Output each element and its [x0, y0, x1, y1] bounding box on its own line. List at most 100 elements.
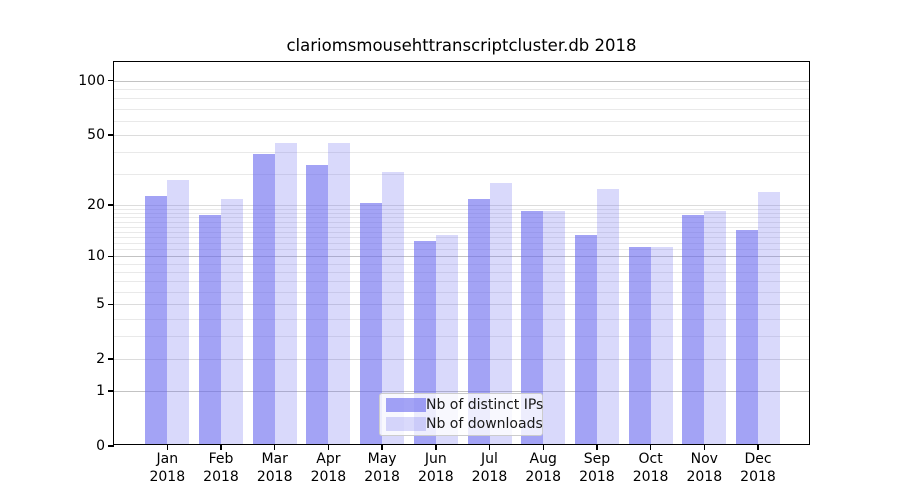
gridline-minor-60 [114, 120, 809, 122]
gridline-minor-4 [114, 318, 809, 320]
gridline-50 [114, 134, 809, 136]
bar-ips-jan [145, 195, 168, 444]
bar-downloads-mar [274, 142, 297, 444]
y-tick-mark-100 [108, 80, 114, 82]
bar-downloads-jan [167, 180, 190, 444]
gridline-minor-3 [114, 336, 809, 338]
x-tick-label-jul: Jul 2018 [445, 451, 535, 486]
gridline-minor-17 [114, 217, 809, 219]
gridline-minor-12 [114, 243, 809, 244]
gridline-minor-6 [114, 291, 809, 293]
x-tick-label-aug: Aug 2018 [498, 451, 588, 486]
x-tick-mark-jun [435, 444, 437, 450]
x-tick-mark-sep [596, 444, 598, 450]
legend-swatch-distinct-ips [386, 398, 426, 412]
y-tick-label-5: 5 [96, 296, 105, 313]
x-tick-year: 2018 [203, 468, 239, 485]
legend-label-distinct-ips: Nb of distinct IPs [426, 397, 544, 413]
x-tick-month: Mar [261, 451, 288, 467]
x-tick-year: 2018 [740, 468, 776, 485]
legend-label-downloads: Nb of downloads [426, 416, 543, 432]
y-tick-mark-50 [108, 134, 114, 136]
y-tick-mark-1 [108, 390, 114, 392]
gridline-minor-14 [114, 231, 809, 233]
x-tick-label-nov: Nov 2018 [659, 451, 749, 486]
gridline-100 [114, 80, 809, 82]
gridline-minor-7 [114, 281, 809, 283]
legend-box: Nb of distinct IPs Nb of downloads [379, 393, 543, 436]
x-tick-mark-apr [327, 444, 330, 450]
x-tick-mark-jul [488, 444, 491, 450]
bar-ips-jul [467, 199, 490, 444]
y-tick-label-2: 2 [96, 351, 105, 368]
y-tick-mark-0 [108, 445, 114, 447]
x-tick-label-jun: Jun 2018 [391, 451, 481, 486]
bar-downloads-jul [489, 183, 512, 444]
y-tick-mark-20 [108, 204, 114, 206]
gridline-minor-11 [114, 249, 809, 251]
x-tick-month: Jan [156, 451, 179, 467]
x-tick-year: 2018 [256, 468, 293, 485]
y-tick-mark-10 [108, 255, 114, 257]
legend-entry-distinct-ips: Nb of distinct IPs [386, 397, 543, 413]
bar-downloads-may [382, 172, 405, 444]
y-tick-label-1: 1 [96, 383, 105, 400]
x-tick-label-sep: Sep 2018 [552, 451, 642, 486]
x-tick-month: Oct [638, 451, 663, 467]
x-tick-month: Sep [583, 451, 611, 467]
bar-ips-apr [306, 164, 329, 444]
x-tick-mark-feb [220, 444, 222, 450]
gridline-10 [114, 256, 809, 258]
gridline-minor-90 [114, 89, 809, 90]
y-tick-label-50: 50 [87, 126, 105, 143]
bar-downloads-oct [650, 247, 673, 444]
legend-entry-downloads: Nb of downloads [386, 416, 543, 432]
gridline-minor-8 [114, 272, 809, 274]
x-tick-year: 2018 [149, 468, 186, 485]
x-tick-year: 2018 [471, 468, 508, 485]
x-tick-mark-may [381, 444, 383, 450]
gridline-minor-16 [114, 221, 809, 223]
x-tick-month: Apr [316, 451, 341, 467]
x-tick-label-dec: Dec 2018 [713, 451, 803, 486]
y-tick-label-10: 10 [87, 248, 105, 265]
bar-ips-feb [199, 215, 221, 444]
bar-downloads-dec [758, 192, 780, 444]
bar-downloads-jun [435, 235, 458, 444]
y-tick-mark-5 [108, 303, 114, 305]
bar-ips-mar [252, 154, 275, 444]
x-tick-label-oct: Oct 2018 [606, 451, 696, 486]
x-tick-year: 2018 [686, 468, 723, 485]
x-tick-mark-oct [649, 444, 652, 450]
gridline-1 [114, 391, 809, 393]
bar-ips-nov [682, 215, 705, 444]
gridline-minor-80 [114, 98, 809, 100]
x-tick-mark-dec [757, 444, 759, 450]
gridline-minor-40 [114, 152, 809, 154]
gridline-minor-13 [114, 237, 809, 239]
bar-downloads-sep [596, 189, 619, 444]
chart-title: clariomsmousehttranscriptcluster.db 2018 [286, 36, 637, 55]
x-tick-year: 2018 [364, 468, 400, 485]
x-tick-year: 2018 [579, 468, 615, 485]
gridline-20 [114, 205, 809, 207]
x-tick-month: Jun [424, 451, 447, 467]
gridline-2 [114, 359, 809, 361]
x-tick-label-apr: Apr 2018 [283, 451, 373, 486]
gridline-minor-19 [114, 208, 809, 210]
legend-swatch-downloads [386, 417, 426, 431]
bar-ips-may [360, 203, 383, 444]
x-tick-mark-nov [703, 444, 705, 450]
bar-downloads-aug [543, 210, 566, 444]
x-tick-year: 2018 [632, 468, 669, 485]
x-tick-year: 2018 [417, 468, 454, 485]
x-tick-month: Feb [208, 451, 234, 467]
bar-ips-aug [521, 210, 544, 444]
x-tick-month: Aug [529, 451, 557, 467]
x-tick-year: 2018 [310, 468, 347, 485]
gridline-5 [114, 304, 809, 306]
x-tick-month: Nov [690, 451, 718, 467]
bar-ips-oct [628, 247, 651, 444]
gridline-minor-15 [114, 226, 809, 228]
x-tick-mark-jan [166, 444, 168, 450]
